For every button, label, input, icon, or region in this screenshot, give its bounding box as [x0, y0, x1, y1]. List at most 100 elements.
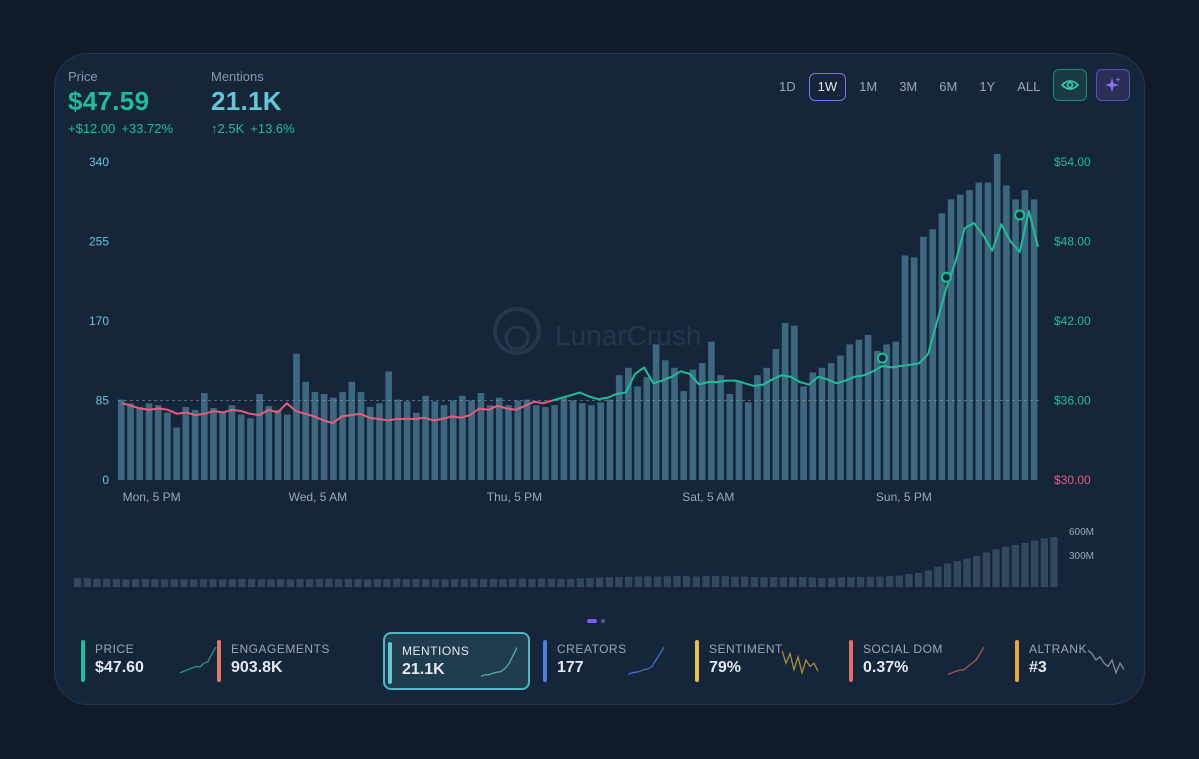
- y-right-tick-label: $30.00: [1054, 473, 1091, 487]
- mention-bar: [284, 414, 291, 480]
- volume-bar: [750, 577, 758, 587]
- timeframe-1m[interactable]: 1M: [859, 79, 878, 94]
- timeframe-6m[interactable]: 6M: [939, 79, 958, 94]
- eye-toggle-button[interactable]: [1053, 69, 1087, 101]
- volume-bar: [992, 549, 1000, 587]
- mentions-value: 21.1K: [211, 86, 282, 116]
- volume-bar: [789, 577, 797, 587]
- volume-bar: [451, 579, 459, 587]
- timeframe-1y[interactable]: 1Y: [979, 79, 996, 94]
- metric-altrank[interactable]: ALTRANK #3: [1012, 632, 1128, 690]
- mention-bar: [947, 199, 955, 480]
- metric-sentiment[interactable]: SENTIMENT 79%: [692, 632, 826, 690]
- sparkline-path: [628, 646, 665, 676]
- mention-bar: [136, 407, 143, 480]
- volume-bar: [905, 574, 913, 587]
- metric-social-dom[interactable]: SOCIAL DOM 0.37%: [846, 632, 996, 690]
- volume-bar: [296, 578, 304, 587]
- mention-bar: [477, 393, 485, 480]
- volume-bar: [238, 578, 246, 587]
- volume-bar: [837, 577, 845, 587]
- volume-bar: [702, 576, 710, 587]
- mention-bar: [763, 367, 770, 480]
- metric-mentions[interactable]: MENTIONS 21.1K: [383, 632, 530, 690]
- mention-bar: [532, 405, 540, 480]
- metric-engagements[interactable]: ENGAGEMENTS 903.8K: [214, 632, 446, 690]
- mention-bar: [846, 344, 853, 480]
- volume-bar: [982, 552, 990, 587]
- volume-bar: [625, 576, 633, 587]
- volume-bar: [596, 577, 604, 587]
- volume-bar: [93, 578, 101, 587]
- mention-bar: [680, 391, 687, 480]
- mention-bar: [606, 399, 614, 480]
- mention-bar: [330, 397, 337, 480]
- volume-bar: [132, 579, 140, 587]
- sparkline-path: [180, 646, 217, 674]
- volume-bar: [1002, 546, 1010, 587]
- mention-bar: [320, 394, 328, 480]
- volume-bar: [170, 579, 178, 587]
- mention-bar: [486, 405, 494, 480]
- volume-bar: [712, 575, 720, 587]
- mention-bar: [523, 399, 531, 480]
- page-dot[interactable]: [601, 619, 605, 623]
- metric-value: 903.8K: [231, 659, 283, 676]
- mention-bar: [394, 399, 402, 480]
- volume-bar: [441, 579, 449, 587]
- metric-value: 79%: [709, 659, 742, 676]
- timeframe-1d[interactable]: 1D: [779, 79, 796, 94]
- timeframe-all[interactable]: ALL: [1017, 79, 1041, 94]
- metric-sparkline: [1088, 649, 1125, 675]
- y-left-tick-label: 255: [89, 235, 109, 249]
- mention-bar: [634, 386, 641, 480]
- mention-bar: [652, 344, 660, 480]
- mention-bar: [256, 394, 263, 480]
- mention-bar: [772, 349, 780, 480]
- page-dot-active[interactable]: [587, 619, 597, 623]
- volume-bar: [422, 579, 430, 587]
- volume-bar: [470, 578, 478, 587]
- volume-bar: [857, 577, 865, 587]
- volume-bar: [770, 577, 778, 587]
- volume-bar: [721, 576, 729, 587]
- eye-icon: [1061, 80, 1079, 90]
- timeframe-1w[interactable]: 1W: [808, 73, 847, 101]
- volume-bar: [460, 578, 468, 587]
- volume-bar: [741, 576, 749, 587]
- metric-color-bar: [543, 640, 547, 682]
- timeframe-3m[interactable]: 3M: [899, 79, 918, 94]
- metric-value: #3: [1029, 659, 1047, 676]
- mention-bar: [348, 381, 356, 480]
- volume-bar: [306, 579, 314, 587]
- mention-bar: [1030, 199, 1038, 480]
- mention-bar: [910, 257, 918, 480]
- timeframe-selector: 1D 1W 1M 3M 6M 1Y ALL: [770, 73, 1053, 101]
- metric-value: 177: [557, 659, 584, 676]
- mention-bar: [496, 397, 503, 480]
- x-tick-label: Mon, 5 PM: [123, 490, 181, 504]
- volume-bar: [190, 579, 198, 587]
- watermark-logo: [493, 307, 541, 355]
- price-change-pct: +33.72%: [121, 121, 174, 136]
- volume-bar: [364, 579, 372, 587]
- mention-bar: [459, 395, 466, 480]
- sparkline-path: [481, 647, 518, 678]
- mention-bar: [864, 335, 872, 480]
- mention-bar: [440, 405, 448, 480]
- volume-bar: [383, 578, 391, 587]
- watermark-logo-inner: [504, 325, 530, 351]
- mention-bar: [708, 341, 715, 480]
- volume-bar: [847, 577, 855, 587]
- mention-bar: [855, 339, 863, 480]
- metric-price[interactable]: PRICE $47.60: [78, 632, 217, 690]
- volume-bar: [944, 563, 952, 587]
- mention-bar: [883, 344, 890, 480]
- sparkline-path: [948, 646, 985, 676]
- mention-bar: [966, 190, 973, 480]
- volume-bar: [1011, 544, 1019, 587]
- price-change-abs: +$12.00: [68, 121, 116, 136]
- metric-creators[interactable]: CREATORS 177: [540, 632, 686, 690]
- ai-sparkle-button[interactable]: [1096, 69, 1130, 101]
- mentions-change-abs: ↑2.5K: [211, 121, 245, 136]
